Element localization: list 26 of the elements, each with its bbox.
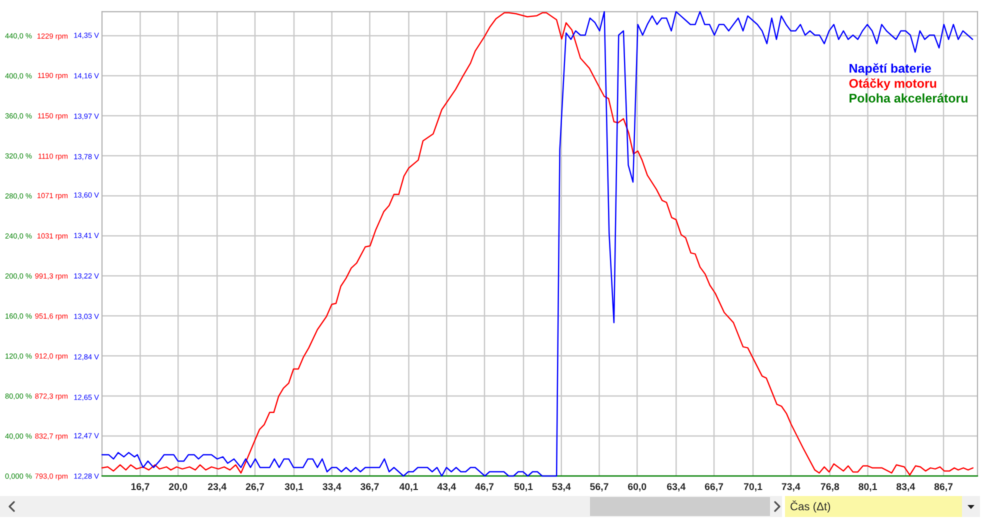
text: Otáčky motoru — [849, 78, 936, 90]
x-tick-label: 30,1 — [284, 483, 304, 492]
x-tick-label: 73,4 — [782, 483, 800, 492]
x-tick-label: 26,7 — [246, 483, 264, 492]
x-tick-label: 40,1 — [399, 483, 418, 492]
x-tick-label: 43,4 — [437, 483, 456, 492]
x-tick-label: 23,4 — [208, 483, 227, 492]
x-tick-label: 16,7 — [131, 483, 150, 492]
text: Poloha akcelerátoru — [850, 93, 968, 103]
x-tick-label: 80,1 — [858, 483, 877, 492]
series-label: Napětí baterie — [850, 63, 932, 76]
x-tick-label: 66,7 — [704, 483, 724, 492]
x-tick-label: 83,4 — [896, 483, 916, 492]
x-tick-label: 36,7 — [360, 483, 379, 492]
x-tick-label: 50,1 — [514, 483, 533, 492]
x-tick-label: 60,0 — [628, 483, 646, 492]
x-tick-label: 46,7 — [475, 483, 494, 492]
x-tick-label: 53,4 — [552, 483, 571, 492]
x-tick-label: 63,4 — [667, 483, 686, 492]
x-tick-label: 56,7 — [590, 483, 608, 492]
x-axis-title: Čas (Δt) — [790, 500, 830, 512]
x-tick-label: 33,4 — [322, 483, 342, 492]
x-tick-label: 76,8 — [820, 483, 840, 492]
x-tick-label: 86,7 — [934, 483, 953, 492]
x-tick-label: 70,1 — [744, 483, 762, 492]
x-tick-label: 20,0 — [168, 483, 188, 492]
